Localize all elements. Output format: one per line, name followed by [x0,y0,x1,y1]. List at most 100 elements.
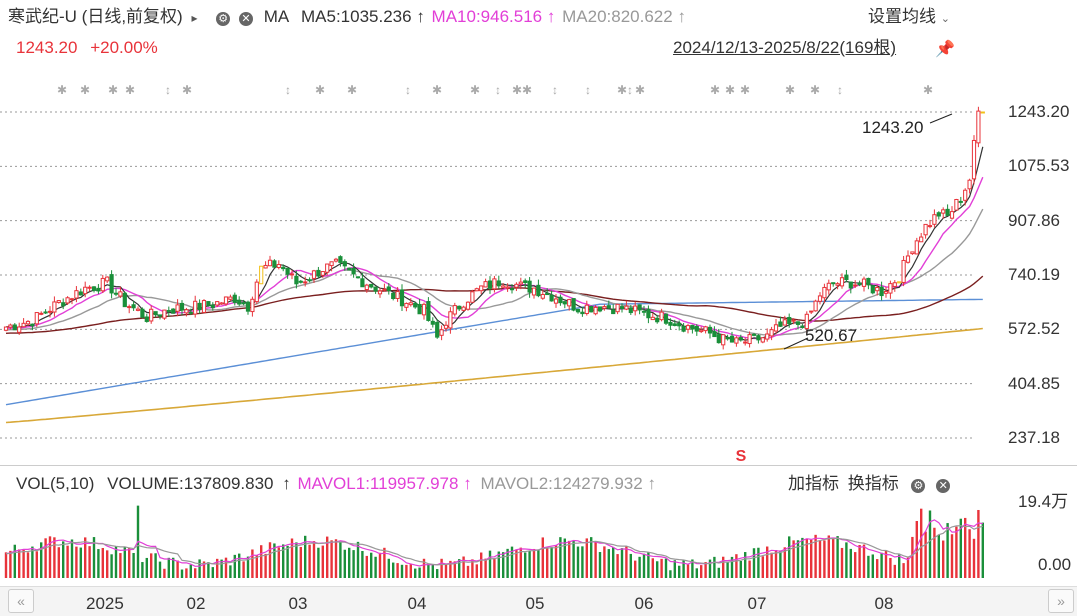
candle-body [518,281,523,285]
volume-bar [211,567,214,578]
event-marker-icon: ↕ [837,83,843,97]
volume-bar [911,536,914,578]
month-label: 2025 [86,594,124,613]
volume-bar [823,540,826,578]
volume-bar [607,549,610,578]
candle-body [333,258,339,262]
volume-bar [528,551,531,578]
candle-body [729,335,735,343]
month-label: 08 [874,594,894,613]
candle-body [914,240,919,255]
scroll-left-button[interactable]: « [8,589,34,613]
candle-body [897,281,902,284]
gear-icon[interactable]: ⚙ [216,12,231,26]
candle-body [817,295,823,302]
volume-bar [849,548,852,578]
candle-body [861,278,867,287]
volume-bar [427,563,430,578]
volume-bar [893,564,896,578]
date-range[interactable]: 2024/12/13-2025/8/22(169根) [673,38,897,57]
candle-body [391,292,396,300]
stock-name[interactable]: 寒武纪-U (日线,前复权) [8,7,183,26]
candle-body [250,298,255,313]
stock-dropdown-icon[interactable]: ▸ [191,11,198,25]
volume-bar [497,551,500,578]
month-label: 07 [747,594,767,613]
volume-bar [656,561,659,578]
candle-body [135,308,141,311]
candle-body [307,279,312,282]
volume-bar [845,542,848,578]
volume-bar [594,541,597,578]
volume-bar [163,568,166,578]
volume-bar [101,548,104,578]
indicator-gear-icon[interactable]: ⚙ [911,479,926,493]
ma250-line [5,327,983,424]
volume-bar [396,563,399,578]
candle-body [584,304,589,315]
volume-bar [515,549,518,578]
volume-bar [475,564,478,578]
candle-body [971,139,977,180]
candle-body [756,335,761,341]
volume-bar [290,538,294,578]
volume-bar [713,556,716,578]
month-label: 03 [288,594,308,613]
candle-body [30,323,35,327]
candle-body [615,303,620,313]
candle-body [184,309,189,314]
candle-body [179,302,185,311]
volume-bar [70,539,74,578]
volume-bar [704,562,707,578]
volume-bar [343,549,346,578]
candle-body [215,301,220,306]
volume-bar [286,545,289,578]
volume-bar [110,554,113,578]
ma20-up-arrow-icon: ↑ [677,7,686,26]
candle-body [17,326,22,333]
volume-bar [251,549,254,578]
volume-bar [700,565,703,578]
add-indicator-button[interactable]: 加指标 [788,474,839,493]
volume-bar [242,561,245,578]
ma-settings-button[interactable]: 设置均线 ⌄ [868,7,950,29]
volume-bar [748,560,751,578]
volume-bar [114,546,118,578]
volume-bar [378,552,382,578]
panel-divider [0,465,1077,466]
candle-body [109,274,114,294]
candle-body [501,285,506,288]
candle-body [782,319,787,326]
candle-body [980,111,985,114]
volume-bar [629,553,632,578]
candle-body [197,302,202,311]
volume-bar [53,537,56,578]
candle-body [417,303,422,315]
candle-body [773,324,779,332]
candle-body [241,302,246,305]
candle-body [259,265,264,285]
indicator-close-icon[interactable]: ✕ [936,479,951,493]
candle-body [932,214,937,225]
candle-body [663,313,669,324]
volume-bar [273,543,276,578]
candle-body [738,337,743,341]
volume-bar [603,546,606,578]
switch-indicator-button[interactable]: 换指标 [847,474,899,493]
price-tick-label: 907.86 [1008,210,1060,230]
candle-body [364,284,369,291]
low-price-label: 520.67 [805,326,857,345]
volume-bar [915,520,918,578]
volume-bar [519,547,522,578]
volume-bar [854,552,857,578]
volume-bar [801,537,804,578]
candle-body [281,266,286,270]
volume-bar [581,546,584,578]
volume-bar [97,549,100,578]
volume-bar [150,553,153,578]
vol-label[interactable]: VOL(5,10) [16,474,95,493]
close-icon[interactable]: ✕ [238,12,253,26]
pin-icon[interactable]: 📌 [935,41,955,58]
scroll-right-button[interactable]: » [1048,589,1074,613]
